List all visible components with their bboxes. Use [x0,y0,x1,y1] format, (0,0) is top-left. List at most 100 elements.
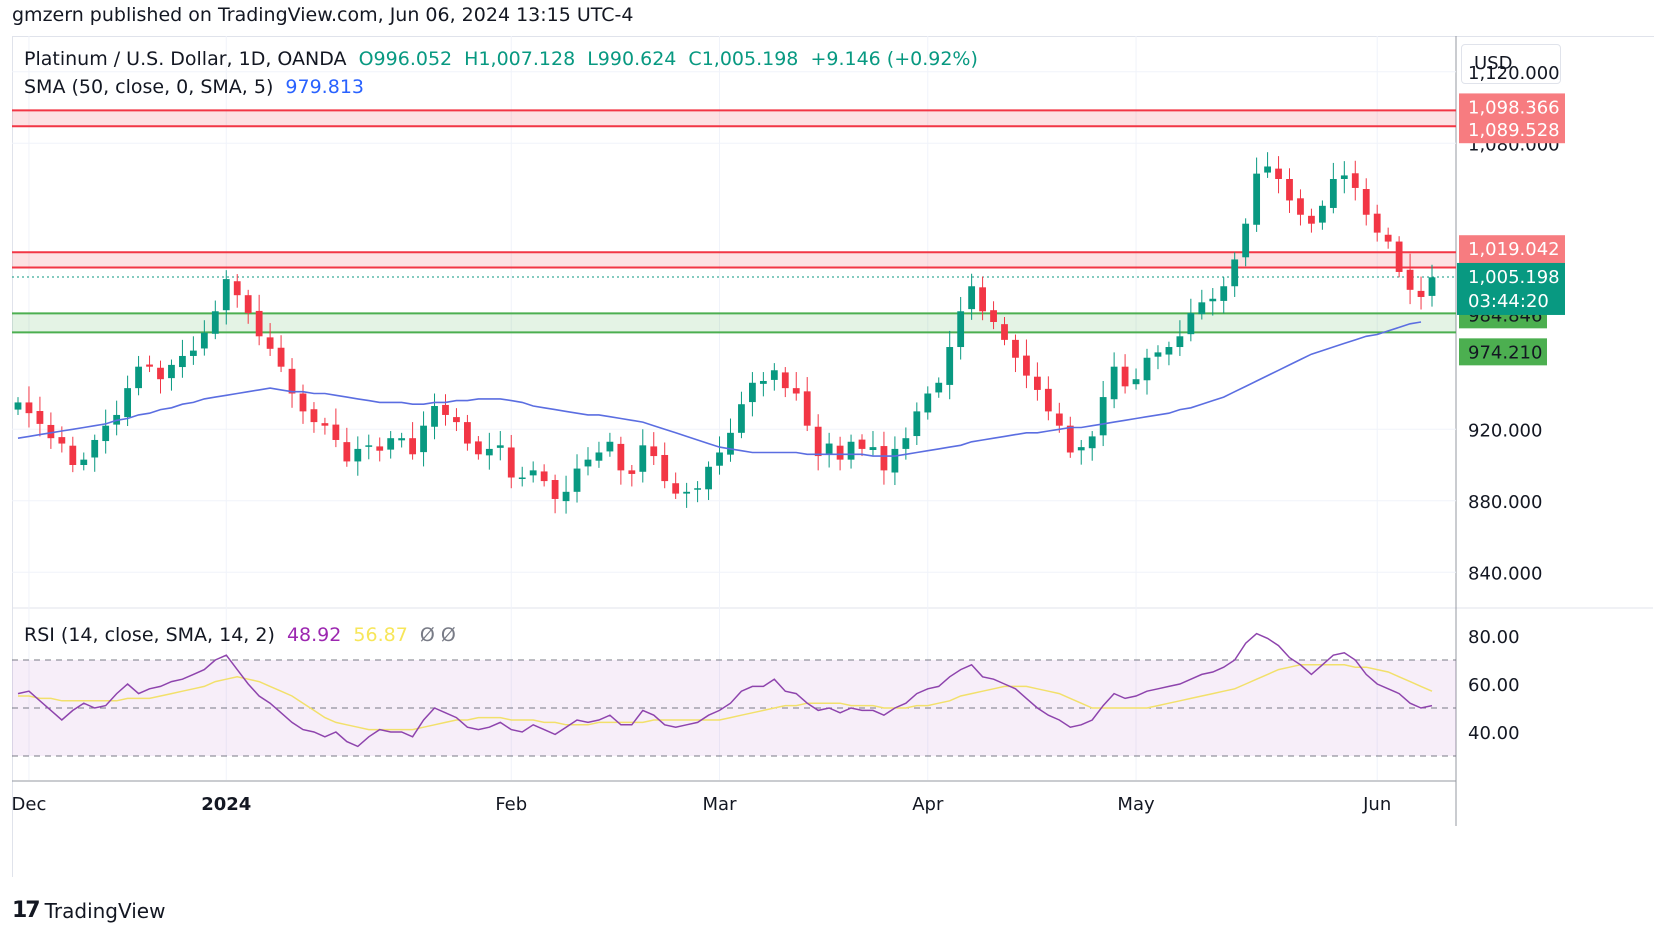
candle-body [551,480,559,499]
currency-selector[interactable]: USD [1461,44,1561,84]
candle-body [869,447,877,450]
candle-body [957,311,965,348]
candle-body [124,388,132,418]
candle-body [25,402,33,414]
candle-body [1286,179,1293,201]
price-axis: 840.000880.000920.0001,080.0001,120.0001… [1457,63,1565,584]
price-tick-label: 840.000 [1468,563,1542,584]
time-label: Feb [495,794,527,815]
rsi-label: RSI (14, close, SMA, 14, 2) [24,624,275,646]
candle-body [1406,269,1414,290]
candle-body [880,446,888,471]
rsi-line [17,632,1433,748]
candle-body [705,466,712,490]
candle-body [1417,290,1425,297]
sma-value: 979.813 [285,76,364,98]
symbol-legend: Platinum / U.S. Dollar, 1D, OANDA O996.0… [24,48,984,70]
candle-body [1209,298,1217,302]
candle-body [1023,355,1030,376]
price-tick-label: 920.000 [1468,420,1542,441]
candle-body [146,364,153,367]
candle-body [179,355,186,368]
candle-body [595,452,603,461]
support-label-fill [1459,338,1547,366]
candle-body [1187,313,1195,335]
candle-body [1395,241,1403,272]
resistance-upper-label: 1,098.366 [1468,97,1560,118]
candle-body [518,477,526,480]
candle-body [80,459,88,465]
candle-body [1351,173,1359,188]
candle-body [540,471,548,482]
time-label: Mar [703,794,738,815]
resistance-upper-label-bg [1459,116,1565,144]
last-price-label-bg [1457,262,1565,315]
low-value: L990.624 [587,48,677,70]
sma-legend: SMA (50, close, 0, SMA, 5) 979.813 [24,76,370,98]
resistance-upper-label-bg [1459,93,1565,121]
candle-body [836,445,844,460]
candle-body [343,442,351,462]
candle-body [990,310,997,322]
candle-body [683,491,691,494]
candle-body [47,424,55,439]
candle-body [1318,205,1326,223]
rsi-tick-label: 80.00 [1468,627,1520,648]
rsi-sma-value: 56.87 [353,624,408,646]
candle-body [376,446,384,451]
candle-body [36,411,44,424]
candle-body [628,470,636,474]
tradingview-logo-icon: 17 [12,898,41,923]
candle-body [573,468,581,492]
price-zones [12,109,1456,334]
candle-body [332,424,340,440]
candle-body [58,437,66,444]
time-label: Dec [12,794,47,815]
tradingview-brand[interactable]: 17 TradingView [12,898,165,923]
candle-body [759,380,767,384]
candle-body [1428,277,1436,296]
candle-body [727,432,734,455]
candle-body [1308,215,1315,224]
candle-body [814,426,822,457]
rsi-band [12,660,1456,756]
sma-line [17,321,1422,457]
candle-body [1264,166,1271,173]
candle-body [1143,357,1151,381]
candle-body [694,488,701,490]
rsi-tick-label: 40.00 [1468,723,1520,744]
candle-body [244,295,252,314]
sma-label: SMA (50, close, 0, SMA, 5) [24,76,274,98]
candle-body [672,483,680,494]
rsi-tick-label: 60.00 [1468,675,1520,696]
candle-body [299,393,307,412]
candle-body [770,370,778,380]
price-tick-label: 880.000 [1468,492,1542,513]
candle-body [200,332,208,349]
time-label: Apr [912,794,944,815]
candle-body [431,406,438,427]
candle-body [398,438,406,441]
candle-body [365,445,373,447]
candle-body [1066,425,1074,453]
candle-body [529,470,537,476]
candle-body [1154,352,1162,357]
candle-body [14,402,22,410]
candle-body [387,438,395,450]
rsi-pane: 40.00 60.00 80.00 [12,627,1520,757]
candle-body [1297,198,1304,215]
time-label: Jun [1362,794,1391,815]
candle-body [1099,397,1107,436]
candle-body [1012,339,1019,358]
chart-frame [12,36,1654,877]
candle-body [1033,376,1041,390]
candle-body [168,364,175,379]
candle-body [781,372,789,389]
candle-body [1275,168,1282,179]
support-label: 974.210 [1468,342,1542,363]
candle-body [1044,388,1052,412]
candle-body [1384,234,1392,242]
candle-body [507,447,515,478]
candle-body [266,337,274,349]
